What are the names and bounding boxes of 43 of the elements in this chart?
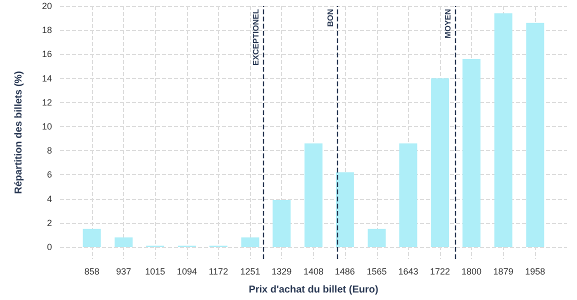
bar bbox=[82, 228, 101, 247]
y-tick-label: 6 bbox=[46, 170, 52, 180]
x-tick-label: 1251 bbox=[240, 266, 260, 276]
y-tick-label: 4 bbox=[46, 194, 52, 204]
y-tick-label: 0 bbox=[46, 242, 52, 252]
y-tick-label: 14 bbox=[42, 73, 52, 84]
bar bbox=[114, 237, 133, 247]
y-tick-label: 2 bbox=[46, 218, 52, 228]
x-tick-label: 1015 bbox=[145, 266, 166, 276]
x-tick-label: 937 bbox=[116, 266, 132, 276]
bar bbox=[526, 22, 544, 247]
bar bbox=[368, 228, 386, 247]
x-tick-label: 1329 bbox=[272, 266, 292, 276]
x-tick-label: 1172 bbox=[208, 266, 228, 276]
bar bbox=[272, 200, 291, 247]
x-axis-title: Prix d'achat du billet (Euro) bbox=[248, 284, 378, 296]
x-tick-label: 1565 bbox=[366, 266, 387, 276]
x-tick-label: 1643 bbox=[398, 266, 418, 276]
y-tick-label: 8 bbox=[46, 146, 52, 156]
bar bbox=[462, 59, 480, 247]
y-axis-title: Répartition des billets (%) bbox=[14, 71, 24, 194]
x-tick-label: 1408 bbox=[303, 266, 324, 276]
ref-line-label: EXCEPTIONEL bbox=[252, 8, 261, 66]
y-tick-label: 16 bbox=[42, 49, 52, 60]
bar bbox=[304, 143, 322, 247]
x-tick-label: 1094 bbox=[176, 266, 197, 276]
bar bbox=[241, 237, 260, 247]
y-tick-label: 12 bbox=[42, 97, 52, 108]
bar bbox=[399, 143, 418, 247]
x-tick-label: 1800 bbox=[461, 266, 482, 276]
ref-line-label: MOYEN bbox=[443, 8, 452, 38]
bar bbox=[336, 172, 354, 247]
x-tick-label: 1486 bbox=[334, 266, 355, 276]
x-tick-label: 1879 bbox=[493, 266, 514, 276]
y-tick-label: 10 bbox=[42, 121, 52, 132]
x-tick-label: 1958 bbox=[525, 266, 546, 276]
bar bbox=[494, 13, 512, 247]
y-tick-label: 18 bbox=[42, 25, 52, 36]
ref-line-label: BON bbox=[326, 8, 336, 27]
y-tick-label: 20 bbox=[42, 1, 52, 11]
x-tick-label: 1722 bbox=[430, 266, 450, 276]
x-tick-label: 858 bbox=[84, 266, 100, 276]
bar bbox=[431, 78, 450, 247]
